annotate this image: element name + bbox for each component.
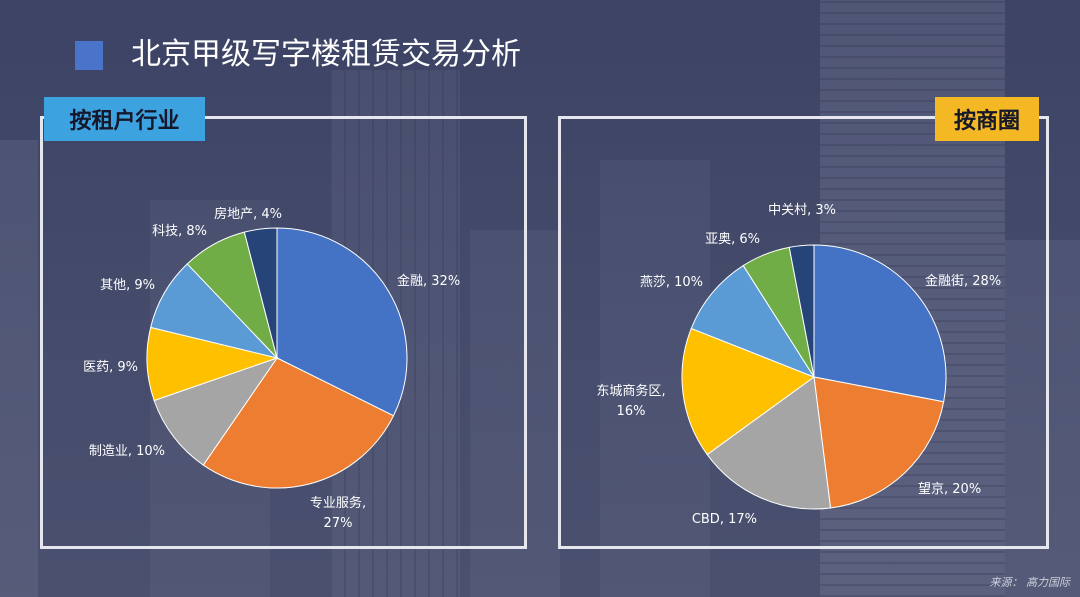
- title-marker-square: [75, 41, 103, 70]
- tenant-industry-tag: 按租户行业: [44, 97, 205, 141]
- slide-title: 北京甲级写字楼租赁交易分析: [131, 37, 521, 72]
- tenant-industry-panel: [40, 116, 527, 549]
- business-district-tag: 按商圈: [935, 97, 1039, 141]
- business-district-panel: [558, 116, 1049, 549]
- source-note: 来源： 高力国际: [989, 576, 1071, 589]
